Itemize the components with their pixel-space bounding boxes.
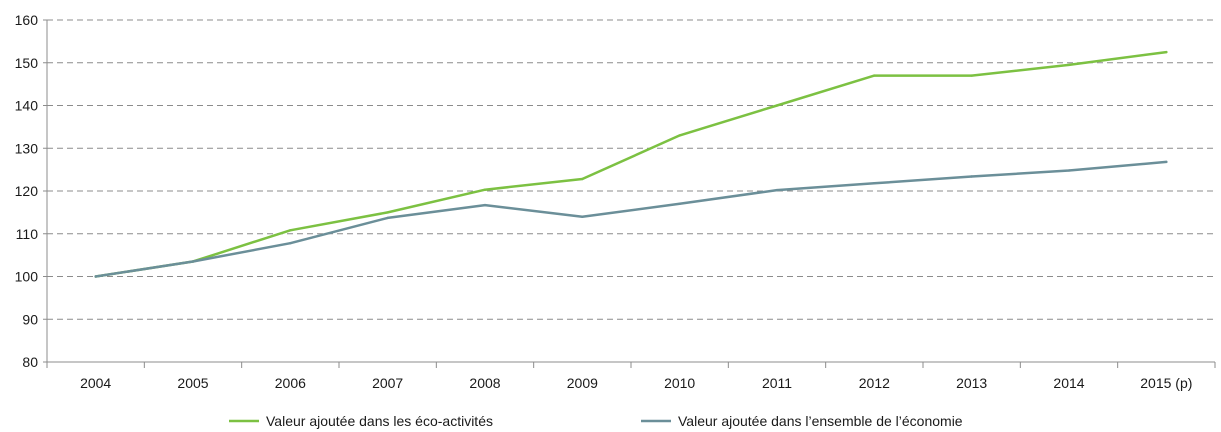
y-tick-label-90: 90: [22, 311, 38, 327]
x-tick-label-10: 2014: [1053, 375, 1084, 391]
x-tick-label-11: 2015 (p): [1140, 375, 1192, 391]
y-tick-label-150: 150: [15, 55, 39, 71]
legend: Valeur ajoutée dans les éco-activités Va…: [229, 413, 963, 429]
data-point-s1-1: [191, 260, 195, 263]
y-tick-label-140: 140: [15, 98, 39, 114]
x-axis-ticks: 2004 2005 2006 2007 2008 2009 2010 2011 2012 2013…: [80, 362, 1216, 391]
data-point-s1-9: [970, 175, 973, 178]
x-tick-label-5: 2009: [567, 375, 598, 391]
data-point-s1-11: [1165, 160, 1168, 164]
legend-label-eco-activites: Valeur ajoutée dans les éco-activités: [266, 413, 493, 429]
y-tick-label-130: 130: [15, 140, 39, 156]
y-tick-label-100: 100: [15, 269, 39, 285]
y-axis-ticks: 80 90 100 110 120 130 140 150 160: [15, 12, 47, 370]
y-tick-label-160: 160: [15, 12, 39, 28]
x-tick-label-7: 2011: [762, 375, 792, 391]
data-point-s0-2: [289, 229, 292, 232]
series-line-1: [94, 160, 1168, 278]
data-point-s1-6: [678, 202, 681, 205]
data-point-s1-0: [94, 275, 97, 278]
data-point-s0-10: [1067, 63, 1071, 67]
data-point-s1-10: [1067, 169, 1071, 172]
data-point-s1-5: [581, 215, 584, 218]
x-tick-label-8: 2012: [859, 375, 890, 391]
x-tick-label-4: 2008: [469, 375, 500, 391]
data-point-s0-7: [775, 104, 779, 107]
data-point-s1-2: [289, 242, 292, 245]
data-point-s0-4: [483, 188, 487, 191]
data-point-s0-5: [581, 177, 584, 181]
y-tick-label-80: 80: [22, 354, 38, 370]
x-tick-label-6: 2010: [664, 375, 695, 391]
data-point-s0-8: [873, 74, 876, 77]
data-point-s0-11: [1165, 50, 1168, 54]
y-tick-label-110: 110: [16, 226, 39, 242]
data-point-s1-7: [775, 188, 779, 192]
x-tick-label-2: 2006: [275, 375, 306, 391]
data-point-s1-8: [873, 182, 876, 185]
x-tick-label-0: 2004: [80, 375, 111, 391]
legend-label-ensemble-economie: Valeur ajoutée dans l’ensemble de l’écon…: [678, 413, 963, 429]
axes: [46, 20, 1215, 368]
data-point-s0-6: [678, 134, 681, 137]
y-tick-label-120: 120: [15, 183, 39, 199]
x-tick-label-9: 2013: [956, 375, 987, 391]
data-point-s0-3: [386, 211, 389, 214]
data-point-s1-4: [483, 203, 487, 207]
x-tick-label-3: 2007: [372, 375, 403, 391]
series-lines: [94, 50, 1168, 278]
x-tick-label-1: 2005: [177, 375, 208, 391]
gridlines: [47, 19, 1215, 320]
data-point-s1-3: [386, 216, 389, 220]
data-point-s0-9: [970, 74, 973, 77]
series-line-0: [94, 50, 1168, 278]
